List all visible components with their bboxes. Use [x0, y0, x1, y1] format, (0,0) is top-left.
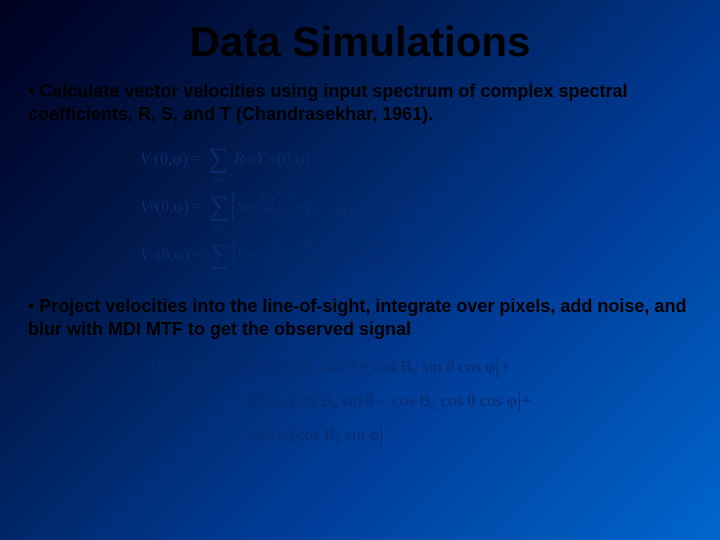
- slide-title: Data Simulations: [0, 0, 720, 80]
- left-bracket-icon: [: [292, 388, 296, 414]
- equation-vlos-line3: Vφ(θ,φ) [cos B₀ sin φ]: [150, 418, 700, 452]
- equation-vr: Vr(θ,φ) = ∑ℓ,m Rℓm Yℓm(θ,φ): [140, 135, 680, 183]
- frac-dY-dtheta: ∂Yℓm ∂θ: [259, 190, 291, 224]
- eq2-sumlim: ℓ,m: [213, 222, 226, 232]
- eq2-args: (θ,φ): [155, 197, 189, 217]
- left-bracket-icon: [: [293, 422, 297, 448]
- frac-1-sintheta: 1 sin θ: [260, 241, 291, 270]
- left-bracket-icon: [: [271, 354, 275, 380]
- eq2-S: S: [236, 197, 245, 217]
- equation-block-2: Vlos(θ,φ) = Vr(θ,φ) [sin B₀ cos θ + cos …: [0, 350, 720, 452]
- eq3-S: S: [237, 245, 246, 265]
- eq1-Y: Y: [256, 149, 265, 169]
- eq2-S-sup: m: [249, 202, 256, 213]
- eq3-T: T: [341, 245, 350, 265]
- sum-icon: ∑ℓ,m: [209, 191, 229, 223]
- eq1-R-sup: m: [249, 154, 256, 165]
- eq1-sumlim: ℓ,m: [212, 174, 225, 184]
- eq3-T-sup: m: [355, 250, 362, 261]
- equation-block-1: Vr(θ,φ) = ∑ℓ,m Rℓm Yℓm(θ,φ) Vθ(θ,φ) = ∑ℓ…: [0, 135, 720, 279]
- frac-dY-dtheta: ∂Yℓm ∂θ: [365, 238, 397, 272]
- right-bracket-icon: ]: [400, 235, 406, 273]
- left-bracket-icon: [: [231, 235, 237, 273]
- equation-vtheta: Vθ(θ,φ) = ∑ℓ,m [ Sℓm ∂Yℓm ∂θ + Tℓm 1 sin…: [140, 183, 680, 231]
- right-bracket-icon: ]: [495, 354, 499, 380]
- eq3-S-sup: m: [250, 250, 257, 261]
- eq3-lhs-v: V: [140, 245, 150, 265]
- frac-1-sintheta: 1 sin θ: [328, 193, 359, 222]
- left-bracket-icon: [: [230, 187, 236, 225]
- equation-vlos-line2: Vθ(θ,φ) [sin B₀ sin θ − cos B₀ cos θ cos…: [150, 384, 700, 418]
- right-bracket-icon: ]: [516, 388, 520, 414]
- eq2-T: T: [304, 197, 313, 217]
- sum-icon: ∑ℓ,m: [208, 143, 228, 175]
- frac-dY-dphi: ∂Yℓm ∂φ: [296, 238, 328, 272]
- eq1-Y-sup: m: [270, 154, 277, 165]
- right-bracket-icon: ]: [400, 187, 406, 225]
- eq1-R: R: [234, 149, 244, 169]
- eq1-lhs-v: V: [140, 149, 150, 169]
- right-bracket-icon: ]: [379, 422, 383, 448]
- bullet-1: • Calculate vector velocities using inpu…: [0, 80, 720, 125]
- eq3-sumlim: ℓ,m: [213, 270, 226, 280]
- eq2-lhs-v: V: [140, 197, 150, 217]
- eq2-T-sup: m: [318, 202, 325, 213]
- frac-dY-dphi: ∂Yℓm ∂φ: [365, 190, 397, 224]
- equation-vphi: Vφ(θ,φ) = ∑ℓ,m [ Sℓm 1 sin θ ∂Yℓm ∂φ − T…: [140, 231, 680, 279]
- eq1-args: (θ,φ): [154, 149, 188, 169]
- sum-icon: ∑ℓ,m: [210, 239, 230, 271]
- eq1-Yargs: (θ,φ): [277, 149, 311, 169]
- bullet-2: • Project velocities into the line-of-si…: [0, 295, 720, 340]
- equation-vlos-line1: Vlos(θ,φ) = Vr(θ,φ) [sin B₀ cos θ + cos …: [150, 350, 700, 384]
- eq3-args: (θ,φ): [156, 245, 190, 265]
